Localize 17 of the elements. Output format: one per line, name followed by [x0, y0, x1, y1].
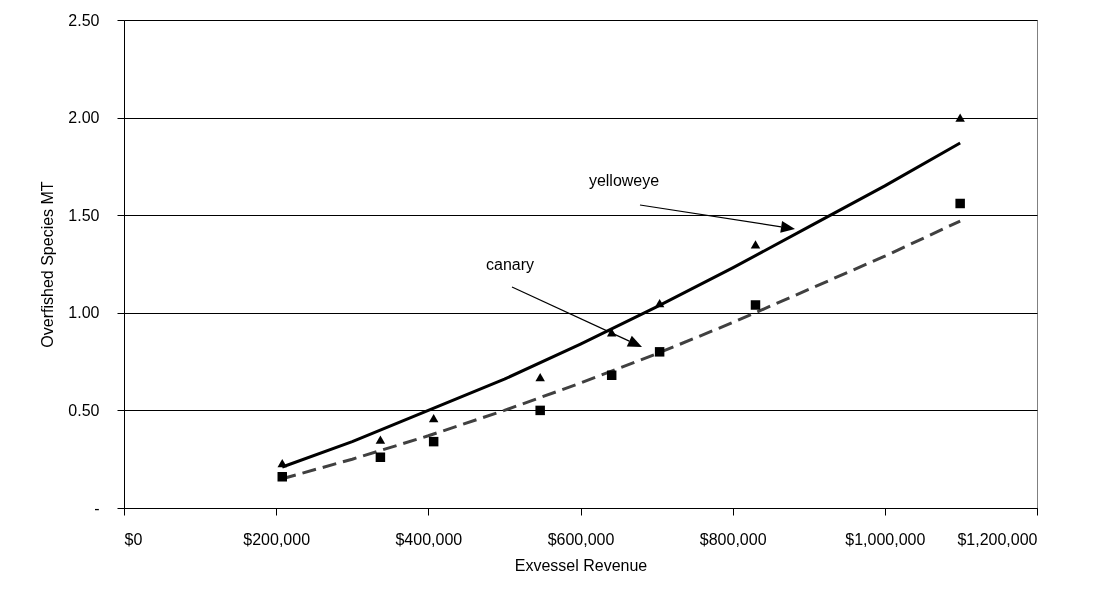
x-tick-label: $1,000,000	[845, 530, 926, 548]
annotation: yelloweye	[588, 172, 660, 189]
y-tick-label: 0.50	[68, 401, 100, 419]
x-tick-label: $200,000	[243, 530, 311, 548]
x-tick-label: $0	[124, 530, 143, 548]
y-tick-label: 2.00	[68, 109, 100, 127]
x-tick-label: $600,000	[547, 530, 615, 548]
annotation: canary	[485, 256, 535, 273]
y-tick-label: -	[94, 499, 100, 517]
y-axis-title: Overfished Species MT	[39, 181, 57, 348]
y-tick-label: 1.00	[68, 304, 100, 322]
x-axis-title: Exvessel Revenue	[514, 556, 648, 574]
y-tick-label: 1.50	[68, 206, 100, 224]
x-tick-label: $1,200,000	[957, 530, 1038, 548]
x-tick-label: $800,000	[699, 530, 767, 548]
x-tick-label: $400,000	[395, 530, 463, 548]
y-tick-label: 2.50	[68, 11, 100, 29]
